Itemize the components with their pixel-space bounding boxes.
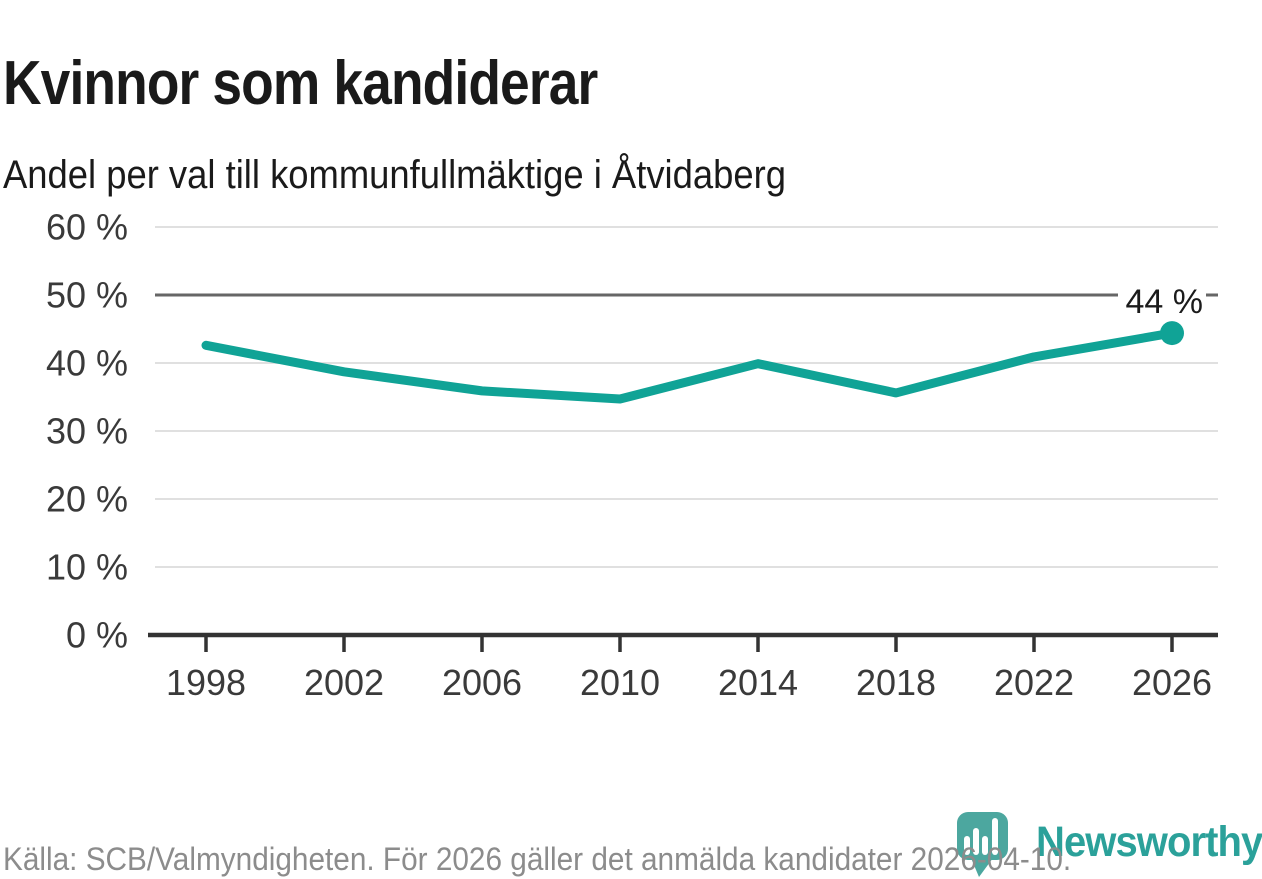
x-tick-label: 2018 <box>856 662 936 703</box>
y-tick-label: 50 % <box>46 275 128 316</box>
chart-title: Kvinnor som kandiderar <box>3 48 598 118</box>
y-tick-label: 20 % <box>46 479 128 520</box>
y-tick-label: 60 % <box>46 207 128 248</box>
newsworthy-wordmark: Newsworthy <box>1035 817 1262 866</box>
x-tick-label: 2026 <box>1132 662 1212 703</box>
y-tick-label: 40 % <box>46 343 128 384</box>
x-tick-label: 2010 <box>580 662 660 703</box>
end-value-label: 44 % <box>1126 283 1204 321</box>
y-tick-label: 30 % <box>46 411 128 452</box>
end-value-label-halo <box>1118 283 1206 319</box>
x-tick-label: 2022 <box>994 662 1074 703</box>
x-tick-label: 2006 <box>442 662 522 703</box>
x-tick-label: 2002 <box>304 662 384 703</box>
x-tick-label: 2014 <box>718 662 798 703</box>
chart-subtitle: Andel per val till kommunfullmäktige i Å… <box>3 153 786 198</box>
newsworthy-pin-barchart-icon <box>956 812 1008 877</box>
newsworthy-logo: Newsworthy <box>953 806 1262 878</box>
source-note: Källa: SCB/Valmyndigheten. För 2026 gäll… <box>3 841 1072 877</box>
x-tick-label: 1998 <box>166 662 246 703</box>
end-point-marker <box>1160 321 1184 346</box>
y-tick-label: 10 % <box>46 547 128 588</box>
y-tick-label: 0 % <box>66 615 128 656</box>
data-line <box>201 328 1177 404</box>
